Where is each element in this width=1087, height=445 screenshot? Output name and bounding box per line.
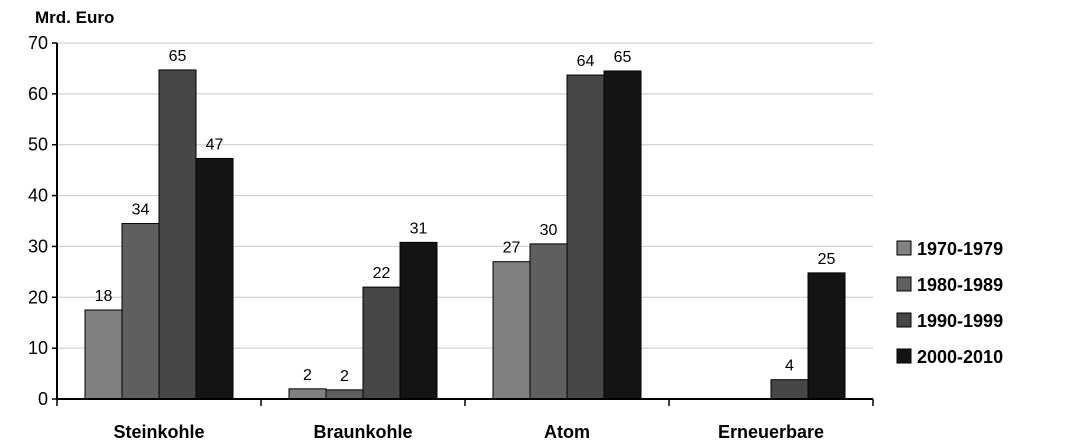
y-tick-label: 10 bbox=[28, 338, 48, 358]
legend-label: 1970-1979 bbox=[917, 239, 1003, 259]
bar-erneuerbare-1990-1999 bbox=[770, 379, 809, 400]
bar-braunkohle-2000-2010 bbox=[399, 241, 438, 400]
legend-swatch bbox=[896, 240, 912, 256]
x-category-label: Steinkohle bbox=[113, 422, 204, 442]
data-label: 2 bbox=[303, 367, 312, 384]
y-axis-label: Mrd. Euro bbox=[35, 8, 114, 27]
bars bbox=[84, 69, 846, 400]
x-category-label: Braunkohle bbox=[313, 422, 412, 442]
data-label: 30 bbox=[540, 222, 558, 239]
y-tick-label: 40 bbox=[28, 186, 48, 206]
legend-swatch bbox=[896, 276, 912, 292]
data-label: 64 bbox=[577, 53, 595, 70]
y-tick-label: 60 bbox=[28, 84, 48, 104]
bar-steinkohle-2000-2010 bbox=[195, 157, 234, 400]
data-label: 2 bbox=[340, 368, 349, 385]
data-label: 22 bbox=[373, 265, 391, 282]
y-tick-label: 0 bbox=[38, 389, 48, 409]
data-label: 4 bbox=[785, 358, 794, 375]
data-label: 65 bbox=[614, 49, 632, 66]
legend-label: 1990-1999 bbox=[917, 311, 1003, 331]
axes bbox=[52, 42, 874, 406]
data-label: 18 bbox=[95, 288, 113, 305]
bar-atom-1970-1979 bbox=[492, 261, 531, 400]
y-tick-label: 20 bbox=[28, 287, 48, 307]
legend-label: 2000-2010 bbox=[917, 347, 1003, 367]
bar-steinkohle-1980-1989 bbox=[121, 223, 160, 400]
bar-braunkohle-1980-1989 bbox=[325, 389, 364, 400]
legend-label: 1980-1989 bbox=[917, 275, 1003, 295]
data-label: 65 bbox=[169, 48, 187, 65]
data-label: 47 bbox=[206, 136, 224, 153]
labels: 0 10 20 30 40 50 60 70 Mrd. Euro 18 34 65 47 Steinkoh… bbox=[28, 8, 836, 442]
y-tick-label: 70 bbox=[28, 33, 48, 53]
y-tick-label: 30 bbox=[28, 236, 48, 256]
bar-atom-1990-1999 bbox=[566, 74, 605, 400]
legend-swatch bbox=[896, 348, 912, 364]
bar-atom-1980-1989 bbox=[529, 243, 568, 400]
bar-steinkohle-1990-1999 bbox=[158, 69, 197, 400]
legend: 1970-1979 1980-1989 1990-1999 2000-2010 bbox=[896, 239, 1003, 367]
data-label: 25 bbox=[818, 251, 836, 268]
data-label: 31 bbox=[410, 220, 428, 237]
bar-atom-2000-2010 bbox=[603, 70, 642, 400]
x-category-label: Erneuerbare bbox=[718, 422, 824, 442]
data-label: 34 bbox=[132, 202, 150, 219]
bar-steinkohle-1970-1979 bbox=[84, 309, 123, 400]
data-label: 27 bbox=[503, 240, 521, 257]
x-category-label: Atom bbox=[544, 422, 590, 442]
bar-braunkohle-1990-1999 bbox=[362, 286, 401, 400]
legend-swatch bbox=[896, 312, 912, 328]
bar-erneuerbare-2000-2010 bbox=[807, 272, 846, 400]
bar-braunkohle-1970-1979 bbox=[288, 388, 327, 400]
y-tick-label: 50 bbox=[28, 135, 48, 155]
